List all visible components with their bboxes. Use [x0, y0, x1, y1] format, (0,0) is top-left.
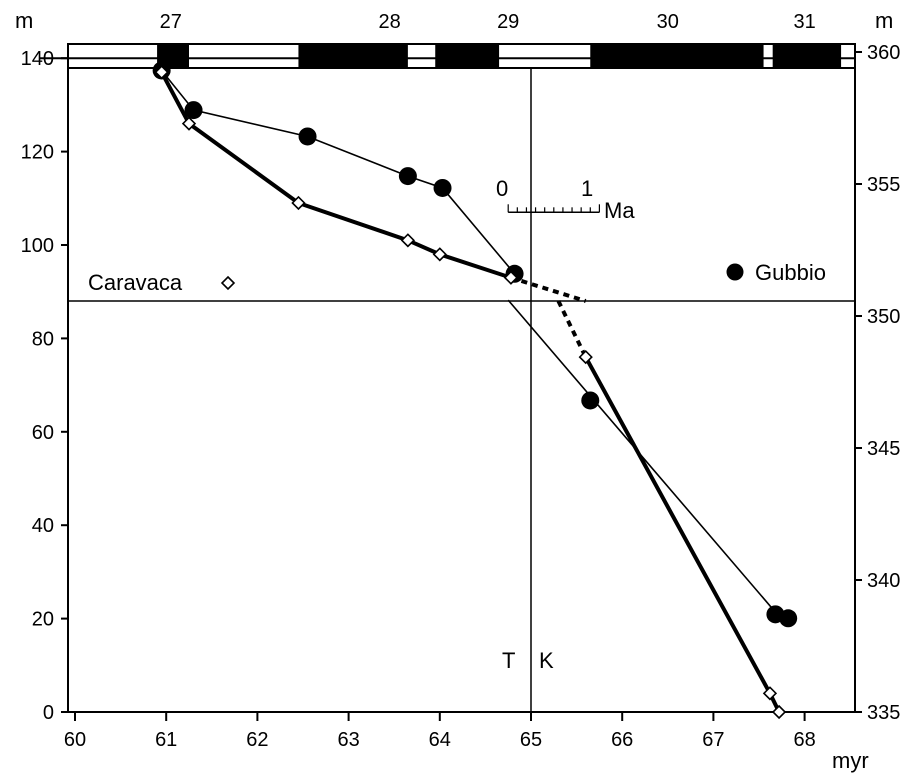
x-tick-label-63: 63	[337, 729, 359, 751]
polarity-block-2	[435, 44, 500, 68]
y-left-tick-label-0: 0	[43, 702, 54, 724]
scale-bar-start-label: 0	[496, 176, 508, 201]
chron-label-29: 29	[497, 11, 519, 33]
polarity-block-1	[298, 44, 408, 68]
x-axis-unit: myr	[832, 748, 869, 773]
y-left-tick-label-20: 20	[32, 609, 54, 631]
legend-caravaca-marker	[220, 275, 236, 291]
legend-caravaca-label: Caravaca	[88, 270, 183, 295]
caravaca-point-3	[400, 233, 416, 248]
caravaca-point-6	[578, 349, 593, 365]
right-axis-unit: m	[875, 8, 893, 33]
dashed-segment-1	[556, 300, 588, 358]
caravaca-series-line-lower	[583, 356, 781, 713]
y-left-tick-label-140: 140	[21, 48, 54, 70]
x-tick-label-61: 61	[155, 729, 177, 751]
caravaca-point-1	[181, 116, 197, 131]
caravaca-point-7	[762, 686, 778, 701]
dashed-segment-0	[510, 275, 587, 303]
legend-gubbio-label: Gubbio	[755, 260, 826, 285]
y-right-tick-label-340: 340	[867, 570, 900, 592]
gubbio-point-4	[433, 178, 452, 197]
chron-label-30: 30	[657, 11, 679, 33]
y-right-tick-label-345: 345	[867, 438, 900, 460]
gubbio-point-2	[298, 127, 317, 146]
y-right-tick-label-360: 360	[867, 42, 900, 64]
y-left-tick-label-40: 40	[32, 515, 54, 537]
x-tick-label-66: 66	[611, 729, 633, 751]
gubbio-point-6	[581, 391, 600, 410]
y-left-tick-label-120: 120	[21, 142, 54, 164]
y-left-tick-label-60: 60	[32, 422, 54, 444]
left-axis-unit: m	[15, 8, 33, 33]
gubbio-point-1	[184, 101, 203, 120]
caravaca-point-5	[503, 270, 519, 285]
x-tick-label-62: 62	[246, 729, 268, 751]
y-right-tick-label-355: 355	[867, 174, 900, 196]
caravaca-series-line-upper	[159, 71, 512, 280]
polarity-block-3	[590, 44, 764, 68]
caravaca-point-0	[154, 65, 169, 80]
boundary-label-k: K	[539, 648, 554, 673]
boundary-label-t: T	[502, 648, 515, 673]
caravaca-point-4	[432, 247, 447, 262]
y-right-tick-label-335: 335	[867, 702, 900, 724]
x-tick-label-60: 60	[64, 729, 86, 751]
scale-bar-unit-label: Ma	[604, 198, 635, 223]
chron-label-31: 31	[793, 11, 815, 33]
y-left-tick-label-100: 100	[21, 235, 54, 257]
chron-label-27: 27	[160, 11, 182, 33]
gubbio-point-8	[779, 609, 798, 628]
chron-label-28: 28	[379, 11, 401, 33]
x-tick-label-65: 65	[520, 729, 542, 751]
x-tick-label-67: 67	[702, 729, 724, 751]
y-left-tick-label-80: 80	[32, 328, 54, 350]
caravaca-point-2	[291, 195, 306, 211]
gubbio-point-3	[398, 167, 417, 186]
x-tick-label-68: 68	[793, 729, 815, 751]
gubbio-series-line	[161, 69, 516, 275]
caravaca-point-8	[771, 704, 787, 720]
x-tick-label-64: 64	[429, 729, 451, 751]
y-right-tick-label-350: 350	[867, 306, 900, 328]
legend-gubbio-marker	[726, 263, 744, 281]
polarity-block-4	[772, 44, 842, 68]
scale-bar-end-label: 1	[581, 176, 593, 201]
